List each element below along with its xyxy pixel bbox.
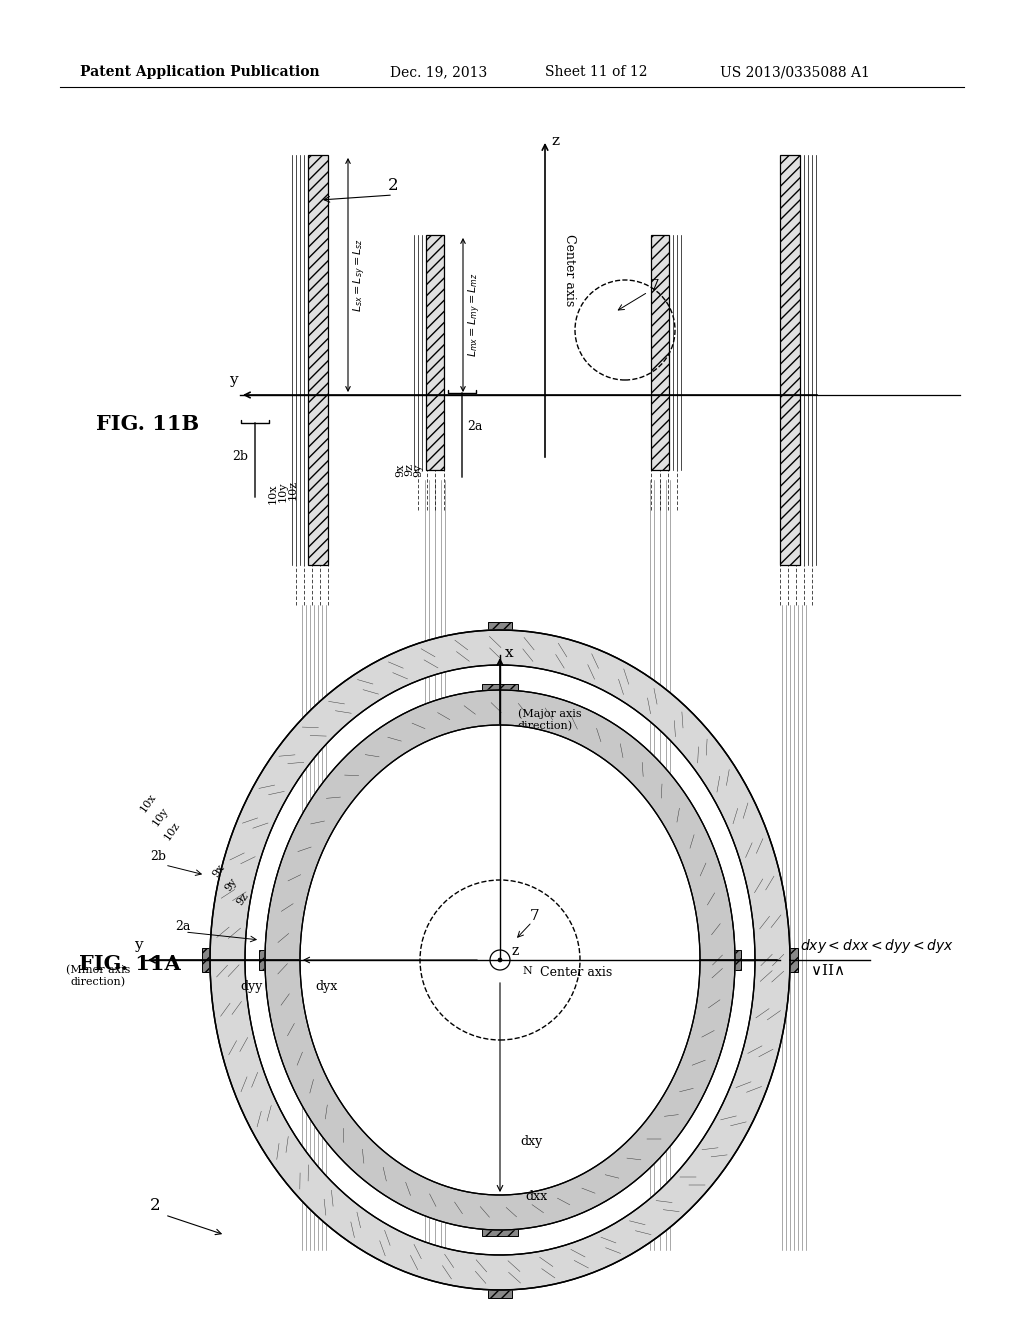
Text: 9x: 9x [395,463,406,477]
Text: 2: 2 [388,177,398,194]
Text: 9z: 9z [404,463,414,477]
Text: x: x [505,645,514,660]
Text: $dxy<dxx<dyy<dyx$: $dxy<dxx<dyy<dyx$ [800,937,954,954]
Text: z: z [512,944,519,958]
Bar [488,622,512,638]
Text: N: N [522,966,531,975]
Text: 9y: 9y [223,876,239,894]
Text: (Minor axis
direction): (Minor axis direction) [66,965,130,987]
Text: Center axis: Center axis [562,234,575,306]
Bar [482,1224,518,1236]
Text: dxy: dxy [520,1135,543,1148]
Polygon shape [210,630,790,1290]
Text: FIG. 11A: FIG. 11A [79,954,181,974]
Text: $\vee$II$\wedge$: $\vee$II$\wedge$ [810,964,845,978]
Bar [308,154,328,565]
Bar [259,950,271,970]
Text: US 2013/0335088 A1: US 2013/0335088 A1 [720,65,869,79]
Bar [426,235,444,470]
Bar [782,948,798,972]
Text: 2b: 2b [150,850,166,863]
Bar [729,950,741,970]
Text: dyy: dyy [240,979,262,993]
Bar [488,1282,512,1298]
Bar [482,684,518,696]
Text: FIG. 11B: FIG. 11B [96,414,200,434]
Bar [202,948,218,972]
Bar [780,154,800,565]
Text: Sheet 11 of 12: Sheet 11 of 12 [545,65,647,79]
Text: z: z [551,135,559,148]
Text: $L_{sx}=L_{sy}=L_{sz}$: $L_{sx}=L_{sy}=L_{sz}$ [352,238,369,312]
Text: 10z: 10z [288,480,298,500]
Bar [651,235,669,470]
Text: 7: 7 [530,909,540,923]
Text: 9x: 9x [211,862,227,879]
Text: 2: 2 [150,1197,161,1214]
Text: 10y: 10y [151,805,170,828]
Text: 2a: 2a [467,420,482,433]
Text: (Major axis
direction): (Major axis direction) [518,709,582,731]
Text: y: y [134,939,142,952]
Text: 10z: 10z [162,820,182,842]
Text: Dec. 19, 2013: Dec. 19, 2013 [390,65,487,79]
Text: 2b: 2b [232,450,248,463]
Text: dxx: dxx [525,1191,547,1203]
Polygon shape [300,725,700,1195]
Circle shape [498,958,502,962]
Text: $L_{mx}=L_{my}=L_{mz}$: $L_{mx}=L_{my}=L_{mz}$ [467,273,483,358]
Text: 10x: 10x [268,483,278,504]
Text: 10y: 10y [278,482,288,502]
Text: 9z: 9z [236,891,251,907]
Text: 7: 7 [650,279,659,293]
Text: dyx: dyx [315,979,337,993]
Text: 2a: 2a [175,920,190,933]
Text: Center axis: Center axis [540,966,612,979]
Text: 10x: 10x [138,792,158,814]
Text: y: y [228,374,238,387]
Polygon shape [265,690,735,1230]
Text: 9y: 9y [413,463,423,477]
Text: Patent Application Publication: Patent Application Publication [80,65,319,79]
